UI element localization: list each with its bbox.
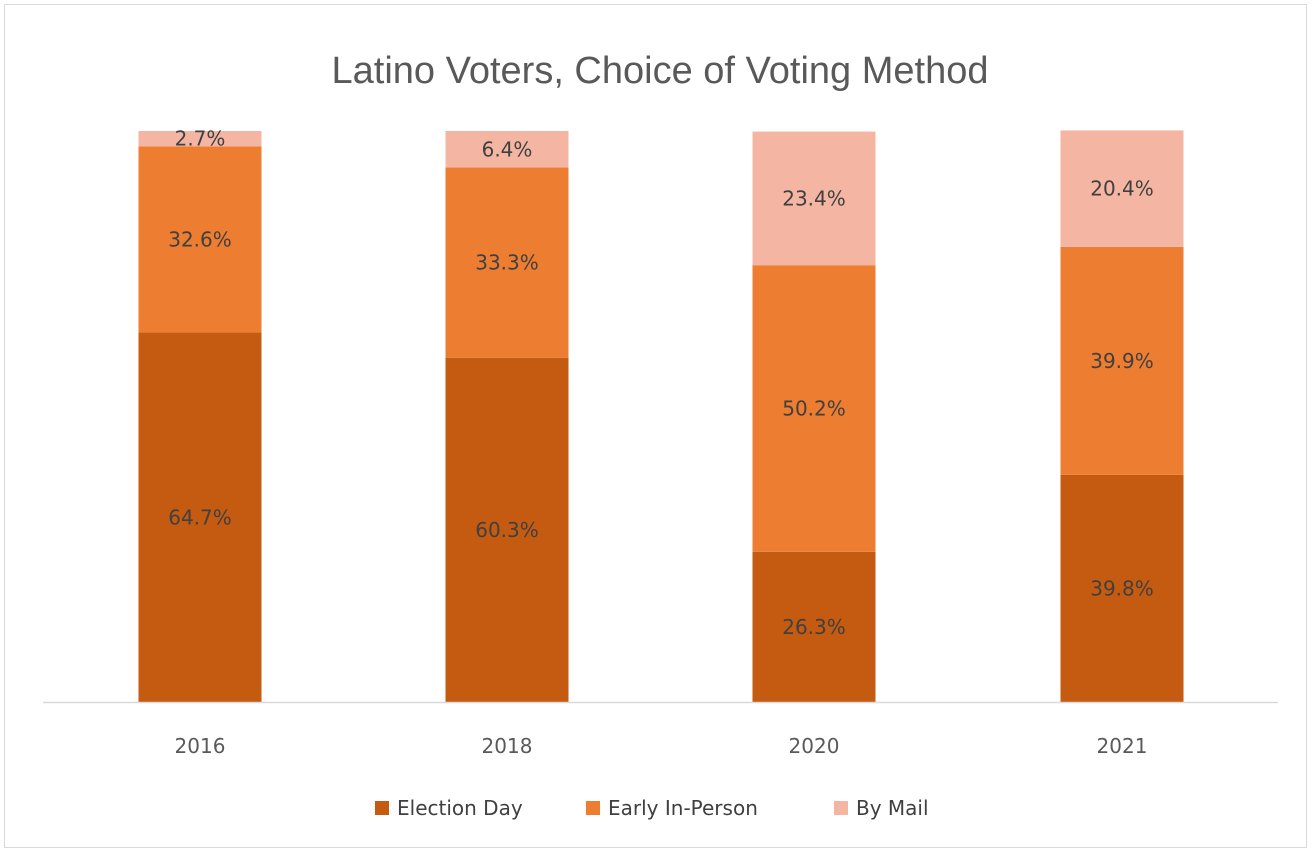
data-label-by-mail-2021: 20.4% — [1090, 177, 1154, 201]
data-label-election-day-2021: 39.8% — [1090, 576, 1154, 600]
bar-election-day-2020 — [752, 551, 876, 702]
bar-by-mail-2020 — [752, 131, 876, 266]
legend-label-election-day: Election Day — [397, 796, 523, 820]
bar-by-mail-2016 — [138, 131, 262, 147]
legend-swatch-election-day — [375, 801, 389, 815]
data-label-early-in-person-2020: 50.2% — [782, 397, 846, 421]
stacked-bar-chart: Latino Voters, Choice of Voting Method 6… — [43, 50, 1278, 820]
legend-swatch-by-mail — [834, 801, 848, 815]
bars-group: 64.7% 32.6% 2.7% 60.3% 33.3% 6.4% 26.3% 50.2% 23… — [138, 127, 1184, 702]
bar-election-day-2021 — [1060, 474, 1184, 702]
bar-early-in-person-2020 — [752, 265, 876, 552]
chart-area: Latino Voters, Choice of Voting Method 6… — [4, 4, 1307, 848]
data-label-election-day-2020: 26.3% — [782, 615, 846, 639]
x-tick-label-2020: 2020 — [789, 734, 840, 758]
data-label-election-day-2016: 64.7% — [168, 505, 232, 529]
x-tick-label-2016: 2016 — [175, 734, 226, 758]
chart-title: Latino Voters, Choice of Voting Method — [332, 50, 989, 92]
x-tick-label-2021: 2021 — [1097, 734, 1148, 758]
bar-by-mail-2021 — [1060, 130, 1184, 247]
legend: Election Day Early In-Person By Mail — [375, 796, 929, 820]
data-label-early-in-person-2016: 32.6% — [168, 227, 232, 251]
bar-election-day-2018 — [445, 357, 569, 702]
bar-early-in-person-2016 — [138, 146, 262, 333]
data-label-by-mail-2020: 23.4% — [782, 186, 846, 210]
x-tick-label-2018: 2018 — [482, 734, 533, 758]
data-label-early-in-person-2018: 33.3% — [475, 251, 539, 275]
data-label-by-mail-2016: 2.7% — [175, 127, 226, 151]
legend-label-early-in-person: Early In-Person — [608, 796, 758, 820]
bar-election-day-2016 — [138, 332, 262, 702]
data-label-early-in-person-2021: 39.9% — [1090, 349, 1154, 373]
legend-label-by-mail: By Mail — [856, 796, 929, 820]
bar-by-mail-2018 — [445, 131, 569, 168]
bar-early-in-person-2018 — [445, 167, 569, 358]
legend-swatch-early-in-person — [586, 801, 600, 815]
data-label-election-day-2018: 60.3% — [475, 518, 539, 542]
x-axis-tick-labels: 2016 2018 2020 2021 — [175, 734, 1148, 758]
bar-early-in-person-2021 — [1060, 246, 1184, 475]
data-label-by-mail-2018: 6.4% — [482, 137, 533, 161]
